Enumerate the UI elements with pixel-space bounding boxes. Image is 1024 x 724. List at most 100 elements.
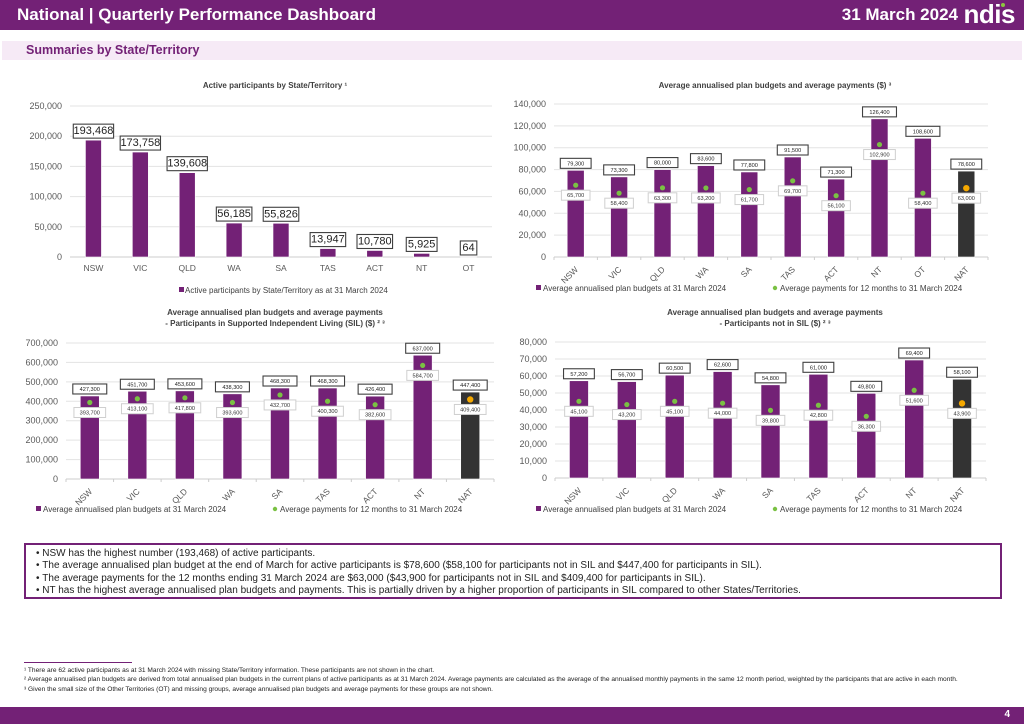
- legend-label-payments: Average payments for 12 months to 31 Mar…: [780, 284, 963, 293]
- x-tick-label: TAS: [804, 485, 823, 504]
- page-title: National | Quarterly Performance Dashboa…: [17, 5, 377, 24]
- bar-value-label: 10,780: [358, 236, 392, 248]
- bar-value-label-box: [167, 378, 203, 390]
- bar-value-label: 139,608: [167, 158, 207, 170]
- y-tick-label: 0: [53, 474, 58, 484]
- x-tick-label: QLD: [178, 263, 195, 273]
- bar-vic: [610, 176, 628, 258]
- legend-label-payments: Average payments for 12 months to 31 Mar…: [780, 505, 963, 514]
- payment-value-label: 413,100: [127, 407, 147, 413]
- bar-value-label-box: [166, 156, 208, 172]
- x-tick-label: VIC: [133, 263, 147, 273]
- payment-value-label-box: [777, 185, 808, 197]
- bar-value-label-box: [658, 362, 691, 374]
- payment-value-label-box: [560, 189, 591, 201]
- x-tick-label: NT: [869, 264, 884, 279]
- bar-value-label-box: [706, 359, 739, 371]
- bar-value-label: 78,600: [958, 162, 975, 168]
- payment-value-label-box: [899, 394, 929, 406]
- x-tick-label: QLD: [660, 485, 679, 504]
- bar-ot: [914, 138, 932, 258]
- payment-value-label: 400,300: [317, 409, 337, 415]
- payment-value-label-box: [951, 192, 982, 204]
- legend-swatch-budgets: [36, 506, 41, 511]
- bar-wa: [225, 222, 243, 258]
- bar-value-label-box: [559, 157, 592, 169]
- bar-value-label-box: [802, 361, 835, 373]
- bar-value-label-box: [603, 164, 636, 176]
- footnotes: ¹ There are 62 active participants as at…: [24, 666, 1014, 694]
- y-tick-label: 200,000: [25, 435, 58, 445]
- footnote-3: ³ Given the small size of the Other Terr…: [24, 685, 494, 693]
- payment-dot-nsw: [576, 398, 582, 404]
- bar-value-label-box: [262, 375, 298, 387]
- x-tick-label: OT: [463, 263, 475, 273]
- bar-value-label-box: [310, 375, 346, 387]
- chart-title: Active participants by State/Territory ¹: [203, 81, 348, 90]
- bar-value-label-box: [356, 233, 394, 250]
- payment-dot-qld: [182, 395, 188, 401]
- payment-value-label: 69,700: [784, 189, 801, 195]
- section-title: Summaries by State/Territory: [26, 43, 200, 57]
- payment-dot-vic: [616, 190, 622, 196]
- legend-label-budgets: Average annualised plan budgets at 31 Ma…: [43, 505, 227, 514]
- bar-value-label: 56,185: [217, 208, 251, 220]
- bar-qld: [178, 172, 196, 258]
- y-tick-label: 200,000: [29, 131, 62, 141]
- bar-nt: [412, 354, 433, 480]
- bar-value-label-box: [72, 123, 115, 139]
- bar-value-label-box: [72, 383, 108, 395]
- payment-value-label: 393,600: [222, 411, 242, 417]
- bar-value-label: 447,400: [460, 383, 480, 389]
- bar-value-label-box: [119, 378, 155, 390]
- bar-vic: [132, 151, 149, 258]
- summary-bullet: The average payments for the 12 months e…: [36, 573, 1000, 585]
- x-tick-label: ACT: [852, 485, 871, 504]
- bar-value-label: 108,600: [913, 129, 933, 135]
- bar-value-label-box: [820, 166, 853, 178]
- payment-dot-tas: [815, 402, 821, 408]
- payment-dot-wa: [720, 400, 726, 406]
- y-tick-label: 700,000: [25, 338, 58, 348]
- bar-sa: [272, 222, 290, 258]
- bar-value-label-box: [215, 206, 253, 222]
- chart-title: - Participants not in SIL ($) ² ³: [720, 319, 831, 328]
- payment-value-label-box: [908, 197, 938, 209]
- y-tick-label: 40,000: [519, 405, 547, 415]
- payment-dot-sa: [767, 407, 774, 413]
- y-tick-label: 20,000: [519, 439, 547, 449]
- payment-value-label: 51,600: [906, 398, 923, 404]
- x-tick-label: SA: [739, 264, 754, 279]
- y-tick-label: 10,000: [519, 456, 547, 466]
- bar-vic: [617, 381, 637, 479]
- bar-sa: [740, 171, 759, 258]
- y-tick-label: 60,000: [519, 371, 547, 381]
- payment-value-label: 61,700: [741, 198, 758, 204]
- y-tick-label: 70,000: [519, 354, 547, 364]
- payment-dot-tas: [324, 398, 331, 404]
- bar-value-label: 173,758: [120, 137, 160, 149]
- chart-title: - Participants in Supported Independent …: [165, 319, 385, 328]
- x-tick-label: SA: [275, 263, 287, 273]
- payment-value-label-box: [803, 409, 834, 421]
- bar-nt: [413, 253, 430, 258]
- payment-dot-nt: [911, 387, 917, 393]
- payment-value-label: 584,700: [413, 373, 433, 379]
- bar-act: [365, 395, 385, 480]
- y-tick-label: 400,000: [25, 396, 58, 406]
- x-tick-label: QLD: [170, 486, 189, 505]
- payment-value-label: 393,700: [80, 411, 100, 417]
- payment-value-label: 382,600: [365, 413, 385, 419]
- bar-wa: [222, 393, 243, 480]
- x-tick-label: TAS: [314, 486, 333, 505]
- bar-value-label: 57,200: [570, 372, 587, 378]
- bar-qld: [664, 374, 685, 479]
- bar-value-label: 126,400: [869, 110, 889, 116]
- bar-value-label: 77,800: [741, 163, 758, 169]
- legend-swatch-payments: [772, 285, 778, 291]
- summary-bullet: NT has the highest average annualised pl…: [36, 585, 1000, 597]
- logo-dot-icon: [1001, 3, 1005, 7]
- y-tick-label: 250,000: [29, 101, 62, 111]
- x-tick-label: SA: [269, 486, 284, 501]
- y-tick-label: 140,000: [513, 99, 546, 109]
